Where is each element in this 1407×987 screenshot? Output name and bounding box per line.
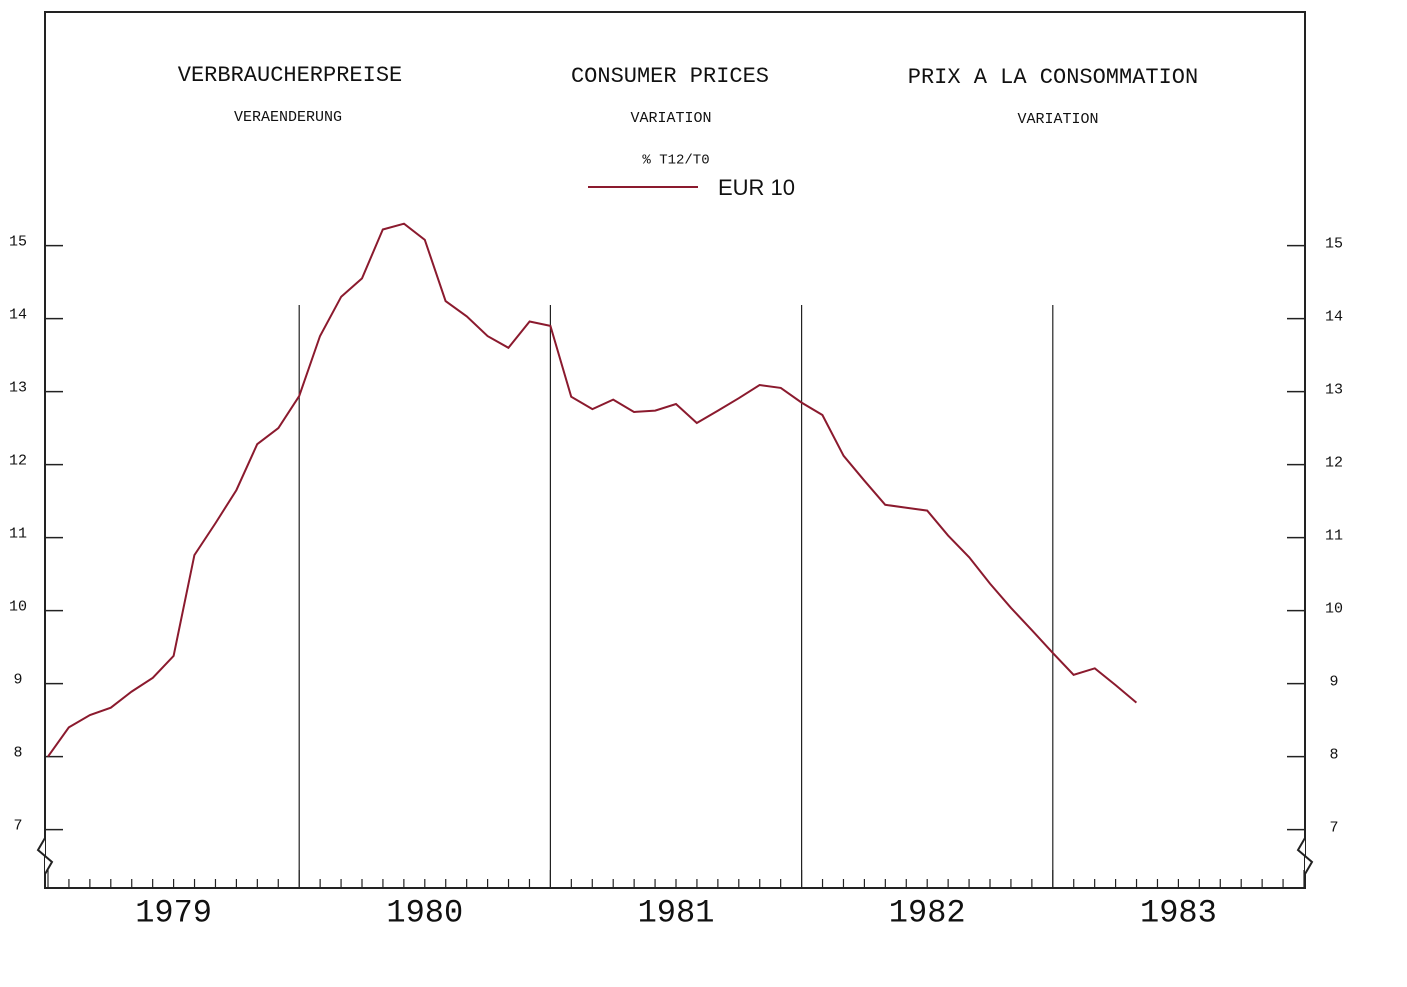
subtitle-en: VARIATION xyxy=(630,110,711,127)
y-tick-label: 8 xyxy=(13,745,22,762)
subtitle-fr: VARIATION xyxy=(1017,111,1098,128)
x-tick-label: 1979 xyxy=(135,894,212,931)
y2-tick-label: 11 xyxy=(1325,528,1343,545)
y2-tick-label: 15 xyxy=(1325,236,1343,253)
y-tick-label: 14 xyxy=(9,307,27,324)
y2-tick-label: 13 xyxy=(1325,382,1343,399)
y-tick-label: 15 xyxy=(9,234,27,251)
x-tick-label: 1981 xyxy=(638,894,715,931)
legend-label: EUR 10 xyxy=(718,175,795,200)
y2-tick-label: 7 xyxy=(1329,820,1338,837)
axis-break xyxy=(1296,837,1314,875)
y-tick-label: 9 xyxy=(13,672,22,689)
axis-break xyxy=(36,837,54,875)
y2-tick-label: 8 xyxy=(1329,747,1338,764)
title-en: CONSUMER PRICES xyxy=(571,64,769,89)
data-line xyxy=(47,222,1138,758)
y2-tick-label: 9 xyxy=(1329,674,1338,691)
y-tick-label: 13 xyxy=(9,380,27,397)
y-tick-label: 10 xyxy=(9,599,27,616)
y-tick-label: 11 xyxy=(9,526,27,543)
x-tick-label: 1983 xyxy=(1140,894,1217,931)
y-tick-label: 7 xyxy=(13,818,22,835)
title-de: VERBRAUCHERPREISE xyxy=(178,63,402,88)
unit-label: % T12/T0 xyxy=(642,153,709,169)
y2-tick-label: 14 xyxy=(1325,309,1343,326)
plot-frame xyxy=(44,11,1306,889)
subtitle-de: VERAENDERUNG xyxy=(234,109,342,126)
title-fr: PRIX A LA CONSOMMATION xyxy=(908,65,1198,90)
x-tick-label: 1982 xyxy=(889,894,966,931)
y2-tick-label: 10 xyxy=(1325,601,1343,618)
x-tick-label: 1980 xyxy=(386,894,463,931)
y2-tick-label: 12 xyxy=(1325,455,1343,472)
y-tick-label: 12 xyxy=(9,453,27,470)
